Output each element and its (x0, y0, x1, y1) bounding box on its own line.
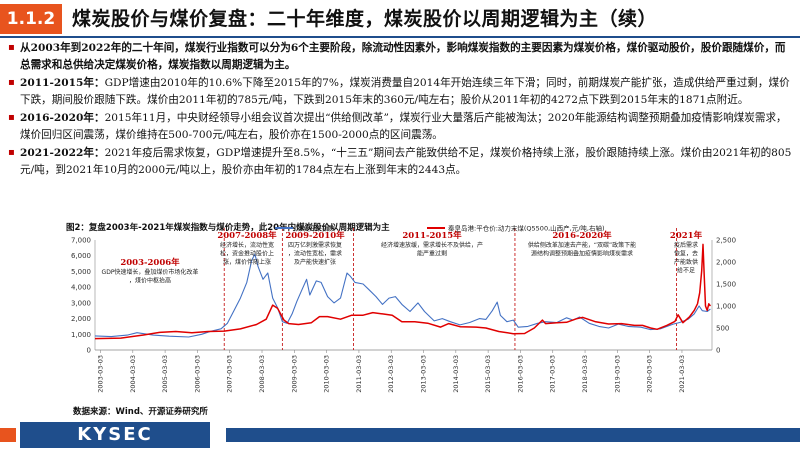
y-tick-left: 4,000 (71, 284, 91, 292)
kysec-logo: KYSEC (77, 424, 153, 445)
y-tick-left: 7,000 (71, 237, 91, 245)
stage-note-text: ，流动性宽松，需求 (288, 250, 342, 258)
legend-label: 煤炭开采指数 (296, 224, 336, 233)
bullet-lead: 2011-2015年： (20, 77, 105, 89)
bullet-item: 从2003年到2022年的二十年间，煤炭行业指数可以分为6个主要阶段，除流动性因… (8, 40, 795, 73)
stage-note-text: ，煤价中枢抬高 (129, 277, 171, 285)
x-tick-label: 2010-03-03 (323, 355, 331, 393)
stage-note-text: 给不足 (677, 267, 695, 275)
x-tick-label: 2017-03-03 (549, 355, 557, 393)
x-tick-label: 2020-03-03 (646, 355, 654, 393)
stage-period-label: 2007-2008年 (217, 230, 277, 241)
stage-note-text: 涨，煤价伴随上涨 (223, 258, 271, 266)
section-number: 1.1.2 (0, 4, 62, 34)
footer-accent (0, 428, 16, 442)
coal-index-line (94, 253, 711, 338)
stage-note-text: 疫后需求 (674, 241, 698, 249)
bullet-item: 2011-2015年：GDP增速由2010年的10.6%下降至2015年的7%，… (8, 75, 795, 108)
figure-caption: 图2：复盘2003年-2021年煤炭指数与煤价走势，此20年内煤炭股价以周期逻辑… (66, 223, 390, 233)
x-tick-label: 2013-03-03 (420, 355, 428, 393)
y-tick-right: 0 (716, 347, 720, 355)
stage-note-text: 恢复，去 (674, 250, 698, 258)
x-tick-label: 2014-03-03 (452, 355, 460, 393)
bullet-lead: 2016-2020年： (20, 112, 105, 124)
stage-period-label: 2011-2015年 (402, 230, 462, 241)
x-tick-label: 2011-03-03 (355, 355, 363, 393)
stage-note-text: 源结构调整预期叠加疫情影响煤炭需求 (531, 250, 633, 258)
stage-note-text: 四万亿刺激需求恢复 (288, 241, 342, 249)
x-tick-label: 2008-03-03 (258, 355, 266, 393)
coal-price-line (94, 243, 712, 340)
stage-note-text: 松，资金推动股价上 (220, 250, 274, 258)
bullet-text: GDP增速由2010年的10.6%下降至2015年的7%，煤炭消费量自2014年… (20, 77, 790, 106)
footer-logo-background (20, 422, 210, 448)
y-tick-right: 1,500 (716, 281, 736, 289)
x-tick-label: 2003-03-03 (96, 355, 104, 393)
y-tick-left: 1,000 (71, 331, 91, 339)
y-tick-left: 5,000 (71, 268, 91, 276)
x-tick-label: 2005-03-03 (161, 355, 169, 393)
data-source: 数据来源：Wind、开源证券研究所 (73, 407, 208, 417)
x-tick-label: 2006-03-03 (193, 355, 201, 393)
x-tick-label: 2004-03-03 (129, 355, 137, 393)
y-tick-right: 2,000 (716, 259, 736, 267)
slide-title: 煤炭股价与煤价复盘：二十年维度，煤炭股价以周期逻辑为主（续） (72, 8, 658, 30)
x-tick-label: 2009-03-03 (290, 355, 298, 393)
bullet-lead: 2021-2022年： (20, 147, 105, 159)
stage-period-label: 2021年 (670, 230, 703, 241)
stage-note-text: 及产能快速扩张 (294, 258, 336, 266)
bullet-text: 2021年疫后需求恢复，GDP增速提升至8.5%，“十三五”期间去产能致供给不足… (20, 147, 792, 176)
stage-note-text: GDP快速增长，叠加煤价市场化改革 (102, 268, 199, 276)
y-tick-right: 2,500 (716, 237, 736, 245)
title-divider (0, 36, 800, 38)
stage-period-label: 2003-2006年 (120, 257, 180, 268)
stage-note-text: 经济增速放缓，需求增长不及供给，产 (381, 241, 483, 249)
bullet-item: 2016-2020年：2015年11月，中央财经领导小组会议首次提出“供给侧改革… (8, 110, 795, 143)
x-tick-label: 2018-03-03 (581, 355, 589, 393)
x-tick-label: 2007-03-03 (226, 355, 234, 393)
stage-period-label: 2009-2010年 (285, 230, 345, 241)
stage-note-text: 供给侧改革加速去产能，“双碳”政策下能 (528, 241, 636, 249)
x-tick-label: 2015-03-03 (484, 355, 492, 393)
y-tick-left: 3,000 (71, 299, 91, 307)
legend-label: 秦皇岛港:平仓价:动力末煤(Q5500,山西产,元/吨,右轴) (448, 224, 605, 233)
stage-note-text: 产能致供 (674, 258, 698, 266)
y-tick-left: 2,000 (71, 315, 91, 323)
bullet-text-bold: 从2003年到2022年的二十年间，煤炭行业指数可以分为6个主要阶段，除流动性因… (20, 42, 786, 71)
y-tick-left: 6,000 (71, 252, 91, 260)
stage-note-text: 能严重过剩 (417, 250, 447, 258)
bullet-item: 2021-2022年：2021年疫后需求恢复，GDP增速提升至8.5%，“十三五… (8, 145, 795, 178)
x-tick-label: 2012-03-03 (387, 355, 395, 393)
stage-period-label: 2016-2020年 (552, 230, 612, 241)
y-tick-right: 500 (716, 325, 729, 333)
footer-bar (226, 428, 800, 442)
y-tick-left: 0 (87, 347, 91, 355)
coal-index-price-chart: 0 1,000 2,000 3,000 4,000 5,000 6,000 7,000 0 500… (71, 224, 736, 393)
slide-header: 1.1.2 煤炭股价与煤价复盘：二十年维度，煤炭股价以周期逻辑为主（续） (0, 0, 800, 40)
stage-note-text: 经济增长，流动性宽 (220, 241, 274, 249)
footer: KYSEC (0, 420, 800, 450)
bullet-text: 2015年11月，中央财经领导小组会议首次提出“供给侧改革”，煤炭行业大量落后产… (20, 112, 787, 141)
y-tick-right: 1,000 (716, 303, 736, 311)
bullet-list: 从2003年到2022年的二十年间，煤炭行业指数可以分为6个主要阶段，除流动性因… (8, 40, 795, 180)
x-tick-label: 2019-03-03 (613, 355, 621, 393)
x-tick-label: 2016-03-03 (516, 355, 524, 393)
x-tick-label: 2021-03-03 (678, 355, 686, 393)
